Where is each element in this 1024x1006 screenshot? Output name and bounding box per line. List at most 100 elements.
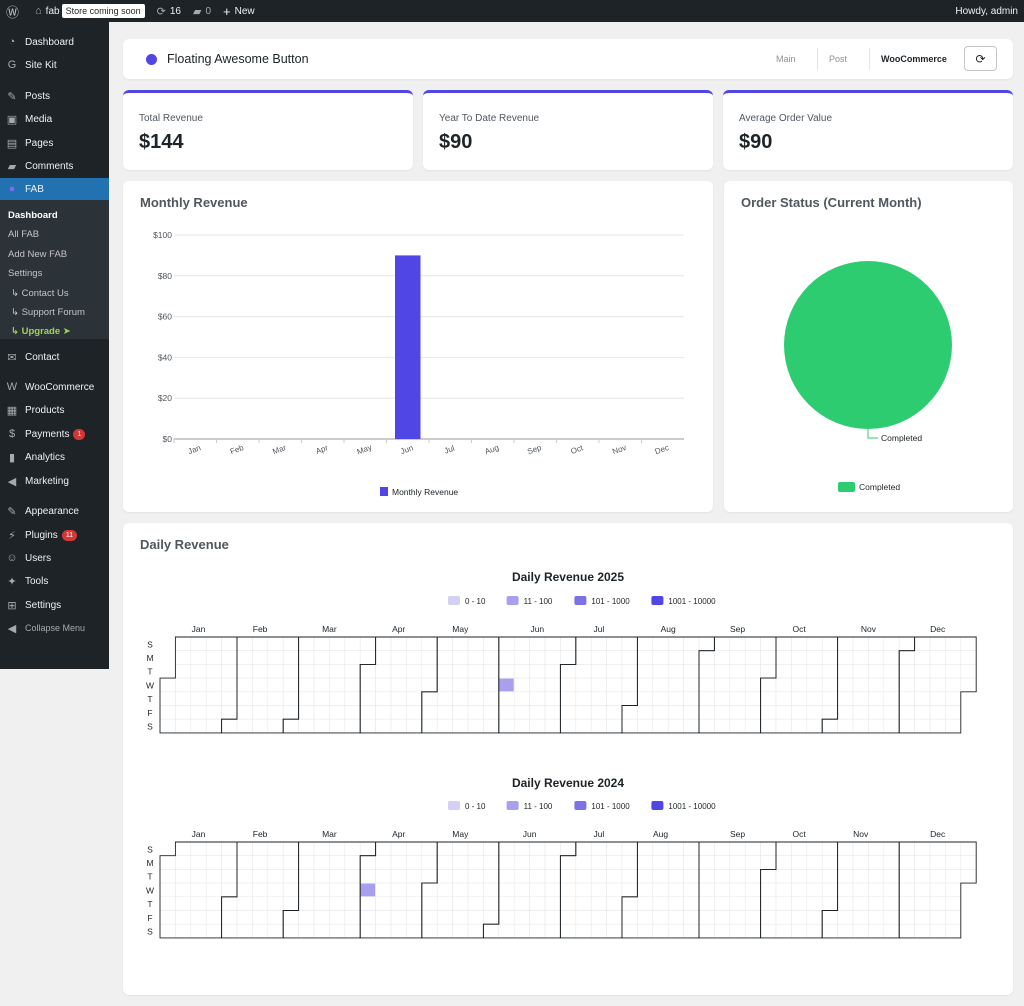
day-cell (252, 855, 269, 870)
day-cell (575, 718, 592, 734)
day-cell (560, 841, 577, 856)
day-cell (852, 896, 869, 911)
sidebar-item-label: Analytics (25, 451, 66, 463)
day-cell (452, 855, 469, 870)
updates-link[interactable]: ⟳ 16 (156, 5, 181, 18)
day-cell (852, 636, 869, 651)
day-cell (775, 855, 792, 870)
sidebar-item-analytics[interactable]: ▮ Analytics (0, 446, 109, 468)
day-cell (452, 923, 469, 939)
day-cell (868, 705, 885, 720)
sidebar-item-settings[interactable]: ⊞ Settings (0, 594, 109, 616)
day-cell (452, 664, 469, 679)
new-content-link[interactable]: + New (223, 3, 255, 19)
sidebar-item-users[interactable]: ☺ Users (0, 547, 109, 569)
my-account-link[interactable]: Howdy, admin (955, 5, 1018, 17)
day-cell (575, 841, 592, 856)
day-cell (436, 691, 453, 706)
day-cell (744, 718, 761, 734)
weekday-label: M (146, 653, 153, 663)
sidebar-item-comments[interactable]: ▰ Comments (0, 155, 109, 177)
submenu-item[interactable]: ↳ Upgrade ➤ (11, 326, 71, 337)
monthly-revenue-title: Monthly Revenue (140, 195, 248, 210)
sidebar-item-pages[interactable]: ▤ Pages (0, 132, 109, 154)
refresh-icon: ⟳ (156, 5, 166, 18)
day-cell (483, 923, 500, 939)
sidebar-item-plugins[interactable]: ⚡ Plugins 11 (0, 524, 109, 546)
sidebar-item-woocommerce[interactable]: W WooCommerce (0, 376, 109, 398)
stat-card-ytd-revenue: Year To Date Revenue $90 (423, 90, 713, 170)
refresh-button[interactable]: ⟳ (964, 46, 997, 71)
day-cell (714, 896, 731, 911)
day-cell (544, 910, 561, 925)
day-cell (621, 677, 638, 693)
weekday-label: T (147, 667, 152, 677)
day-cell (667, 664, 684, 679)
tab-post[interactable]: Post (829, 54, 848, 64)
submenu-item[interactable]: ↳ Contact Us (11, 288, 69, 299)
legend-swatch (506, 596, 519, 605)
sidebar-item-marketing[interactable]: ◀ Marketing (0, 470, 109, 492)
sidebar-item-payments[interactable]: $ Payments 1 (0, 423, 109, 445)
sidebar-item-site-kit[interactable]: G Site Kit (0, 54, 109, 76)
day-cell (760, 882, 777, 898)
tab-woocommerce[interactable]: WooCommerce (881, 54, 947, 64)
day-cell (529, 896, 546, 911)
day-cell (544, 855, 561, 870)
day-cell (775, 705, 792, 720)
day-cell (421, 923, 438, 939)
sidebar-item-posts[interactable]: ✎ Posts (0, 85, 109, 107)
day-cell (575, 636, 592, 651)
day-cell (621, 841, 638, 856)
day-cell (652, 882, 669, 898)
month-label: Jun (530, 624, 544, 634)
submenu-item[interactable]: Settings (8, 268, 43, 279)
day-cell (929, 636, 946, 651)
day-cell (205, 636, 222, 651)
day-cell (236, 855, 253, 870)
sidebar-item-collapse-menu[interactable]: ◀ Collapse Menu (0, 617, 109, 639)
sidebar-item-appearance[interactable]: ✎ Appearance (0, 500, 109, 522)
legend-swatch (448, 801, 460, 810)
day-cell (298, 841, 315, 856)
day-cell (837, 855, 854, 870)
day-cell (221, 718, 238, 734)
tab-main[interactable]: Main (776, 54, 796, 64)
store-status-badge[interactable]: Store coming soon (61, 4, 145, 18)
site-name-link[interactable]: ⌂ fab Store coming soon (29, 0, 151, 22)
day-cell (452, 691, 469, 706)
day-cell (652, 705, 669, 720)
day-cell (714, 677, 731, 693)
day-cell (467, 691, 484, 706)
day-cell (375, 636, 392, 651)
wp-logo-icon[interactable]: Ⓦ (6, 4, 20, 20)
sidebar-item-fab[interactable]: ● FAB (0, 178, 109, 200)
day-cell (529, 882, 546, 898)
day-cell (329, 910, 346, 925)
sidebar-item-tools[interactable]: ✦ Tools (0, 570, 109, 592)
day-cell (483, 664, 500, 679)
day-cell (852, 841, 869, 856)
comments-link[interactable]: ▰ 0 (192, 5, 211, 18)
sidebar-item-dashboard[interactable]: ◔ Dashboard (0, 31, 109, 53)
day-cell (744, 910, 761, 925)
day-cell (421, 705, 438, 720)
day-cell (960, 636, 977, 651)
sidebar-item-products[interactable]: ▦ Products (0, 399, 109, 421)
day-cell (190, 705, 207, 720)
day-cell (467, 855, 484, 870)
day-cell (652, 664, 669, 679)
submenu-item[interactable]: ↳ Support Forum (11, 307, 85, 318)
day-cell (221, 910, 238, 925)
submenu-item[interactable]: Dashboard (8, 210, 58, 221)
sidebar-item-contact[interactable]: ✉ Contact (0, 346, 109, 368)
day-cell (621, 882, 638, 898)
day-cell (698, 718, 715, 734)
sidebar-item-media[interactable]: ▣ Media (0, 108, 109, 130)
day-cell (883, 650, 900, 665)
day-cell (729, 910, 746, 925)
submenu-item[interactable]: Add New FAB (8, 249, 68, 260)
day-cell (267, 896, 284, 911)
submenu-item[interactable]: All FAB (8, 229, 40, 240)
sidebar-item-label: Users (25, 552, 52, 564)
